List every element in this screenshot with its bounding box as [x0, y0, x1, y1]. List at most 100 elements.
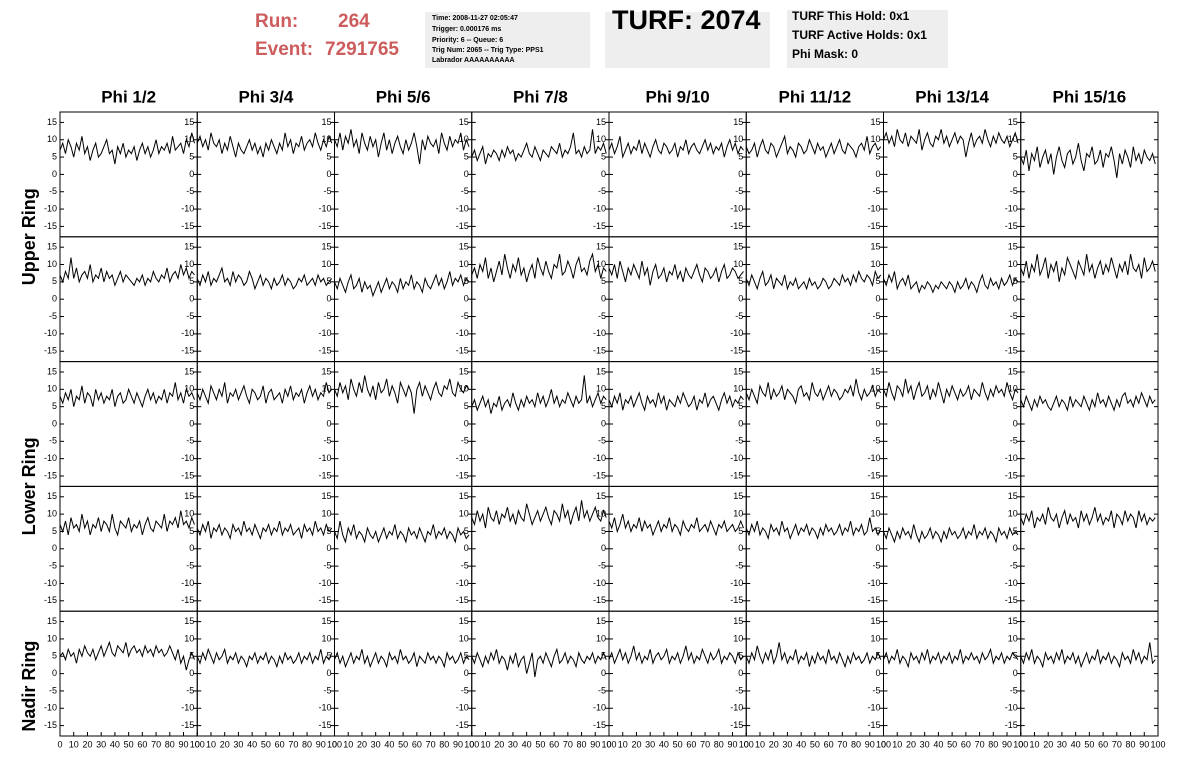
- y-tick-label: 5: [326, 151, 331, 161]
- y-tick-label: 15: [1008, 117, 1018, 127]
- y-tick-label: 5: [464, 151, 469, 161]
- y-tick-label: 0: [601, 169, 606, 179]
- x-tick-label: 0: [332, 739, 337, 749]
- panel-frame: [471, 111, 610, 238]
- y-tick-label: 15: [459, 242, 469, 252]
- y-tick-label: 5: [738, 651, 743, 661]
- x-tick-label: 60: [137, 739, 147, 749]
- y-tick-label: -15: [181, 346, 194, 356]
- y-tick-label: -5: [1010, 436, 1018, 446]
- x-tick-label: 70: [288, 739, 298, 749]
- y-tick-label: -5: [461, 685, 469, 695]
- event-number: 7291765: [325, 39, 399, 60]
- info-box: [425, 12, 590, 68]
- y-tick-label: 5: [464, 526, 469, 536]
- x-tick-label: 70: [151, 739, 161, 749]
- y-tick-label: 10: [1008, 259, 1018, 269]
- x-tick-label: 80: [302, 739, 312, 749]
- y-tick-label: 0: [189, 169, 194, 179]
- y-tick-label: 0: [52, 418, 57, 428]
- column-title: Phi 7/8: [513, 87, 568, 106]
- y-tick-label: 10: [733, 259, 743, 269]
- waveform: [1020, 254, 1156, 282]
- y-tick-label: -5: [735, 561, 743, 571]
- y-tick-label: 15: [596, 117, 606, 127]
- y-tick-label: 10: [47, 633, 57, 643]
- waveform: [608, 136, 744, 160]
- y-tick-label: -15: [593, 470, 606, 480]
- waveform: [1020, 642, 1156, 669]
- y-tick-label: -15: [44, 470, 57, 480]
- y-tick-label: 15: [47, 491, 57, 501]
- waveform: [1020, 507, 1156, 529]
- y-tick-label: -10: [181, 453, 194, 463]
- x-tick-label: 90: [1002, 739, 1012, 749]
- waveform: [745, 378, 882, 406]
- y-tick-label: 10: [321, 633, 331, 643]
- waveform: [608, 260, 744, 286]
- panel-frame: [608, 236, 747, 363]
- x-tick-label: 0: [1018, 739, 1023, 749]
- y-tick-label: -5: [735, 311, 743, 321]
- y-tick-label: -10: [318, 328, 331, 338]
- y-tick-label: 15: [596, 491, 606, 501]
- waveform: [334, 520, 470, 544]
- y-tick-label: 5: [189, 276, 194, 286]
- x-tick-label: 50: [398, 739, 408, 749]
- x-tick-label: 70: [700, 739, 710, 749]
- y-tick-label: 15: [870, 616, 880, 626]
- y-tick-label: -15: [730, 346, 743, 356]
- y-tick-label: -5: [323, 436, 331, 446]
- waveform: [471, 375, 607, 414]
- y-tick-label: 5: [464, 651, 469, 661]
- y-tick-label: 5: [601, 651, 606, 661]
- y-tick-label: 5: [326, 526, 331, 536]
- y-tick-label: -5: [186, 186, 194, 196]
- y-tick-label: -5: [186, 311, 194, 321]
- y-tick-label: -10: [456, 453, 469, 463]
- y-tick-label: 15: [596, 616, 606, 626]
- y-tick-label: -10: [181, 203, 194, 213]
- panel-frame: [59, 610, 198, 737]
- y-tick-label: 0: [464, 418, 469, 428]
- y-tick-label: 5: [601, 526, 606, 536]
- x-tick-label: 50: [124, 739, 134, 749]
- x-tick-label: 40: [110, 739, 120, 749]
- x-tick-label: 20: [82, 739, 92, 749]
- x-tick-label: 60: [412, 739, 422, 749]
- x-tick-label: 0: [57, 739, 62, 749]
- y-tick-label: -15: [456, 346, 469, 356]
- row-title: Upper Ring: [19, 188, 39, 285]
- x-tick-label: 10: [206, 739, 216, 749]
- y-tick-label: 5: [52, 401, 57, 411]
- turf-number: TURF: 2074: [612, 5, 761, 35]
- waveform: [745, 642, 882, 669]
- y-tick-label: -10: [1005, 453, 1018, 463]
- y-tick-label: 10: [321, 134, 331, 144]
- y-tick-label: 15: [1008, 491, 1018, 501]
- x-tick-label: 50: [535, 739, 545, 749]
- y-tick-label: -10: [730, 578, 743, 588]
- y-tick-label: -10: [1005, 203, 1018, 213]
- y-tick-label: 10: [321, 384, 331, 394]
- y-tick-label: 5: [601, 401, 606, 411]
- y-tick-label: 5: [52, 651, 57, 661]
- waveform: [883, 647, 1019, 669]
- x-tick-label: 20: [357, 739, 367, 749]
- x-tick-label: 20: [906, 739, 916, 749]
- x-tick-label: 50: [947, 739, 957, 749]
- waveform: [745, 269, 882, 291]
- y-tick-label: 10: [870, 384, 880, 394]
- y-tick-label: 15: [870, 491, 880, 501]
- x-tick-label: 20: [631, 739, 641, 749]
- y-tick-label: -15: [1005, 470, 1018, 480]
- y-tick-label: 0: [189, 418, 194, 428]
- y-tick-label: -15: [593, 720, 606, 730]
- panel-frame: [196, 485, 335, 612]
- y-tick-label: 5: [1013, 651, 1018, 661]
- x-tick-label: 40: [384, 739, 394, 749]
- y-tick-label: -5: [598, 436, 606, 446]
- panel-frame: [745, 610, 884, 737]
- y-tick-label: 10: [733, 509, 743, 519]
- panel-frame: [196, 361, 335, 487]
